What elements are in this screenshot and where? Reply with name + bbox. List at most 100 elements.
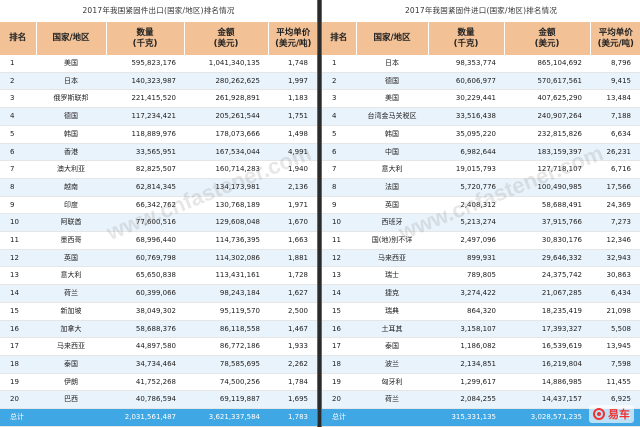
cell-amount: 865,104,692 bbox=[504, 55, 590, 73]
cell-country: 台湾金马关税区 bbox=[356, 107, 428, 126]
table-row: 4 德国 117,234,421 205,261,544 1,751 bbox=[0, 107, 317, 126]
cell-rank: 12 bbox=[0, 249, 36, 268]
table-row: 13 瑞士 789,805 24,375,742 30,863 bbox=[322, 266, 640, 286]
total-country bbox=[356, 408, 428, 427]
cell-country: 韩国 bbox=[356, 125, 428, 144]
cell-country: 马来西亚 bbox=[356, 249, 428, 268]
cell-amount: 100,490,985 bbox=[504, 178, 590, 197]
cell-price: 1,183 bbox=[268, 89, 317, 109]
cell-country: 捷克 bbox=[356, 284, 428, 303]
cell-price: 1,663 bbox=[268, 231, 317, 250]
cell-amount: 114,736,395 bbox=[184, 231, 268, 250]
cell-country: 土耳其 bbox=[356, 320, 428, 339]
cell-rank: 8 bbox=[0, 178, 36, 197]
cell-rank: 13 bbox=[322, 266, 356, 286]
cell-price: 8,796 bbox=[590, 55, 640, 73]
cell-rank: 11 bbox=[0, 231, 36, 250]
cell-quantity: 19,015,793 bbox=[428, 160, 504, 179]
cell-rank: 7 bbox=[322, 160, 356, 179]
total-row: 总计 2,031,561,487 3,621,337,584 1,783 bbox=[0, 408, 317, 427]
header-quantity: 数量 (千克) bbox=[428, 22, 505, 55]
cell-price: 9,415 bbox=[590, 72, 640, 91]
cell-country: 荷兰 bbox=[36, 284, 106, 303]
table-row: 15 瑞典 864,320 18,235,419 21,098 bbox=[322, 302, 640, 321]
cell-country: 意大利 bbox=[36, 266, 106, 286]
cell-country: 匈牙利 bbox=[356, 373, 428, 392]
cell-country: 中国 bbox=[356, 143, 428, 162]
cell-country: 美国 bbox=[356, 89, 428, 109]
cell-rank: 5 bbox=[0, 125, 36, 144]
cell-amount: 95,119,570 bbox=[184, 302, 268, 321]
cell-country: 德国 bbox=[36, 107, 106, 126]
cell-quantity: 221,415,520 bbox=[106, 89, 184, 109]
export-table-body: 1 美国 595,823,176 1,041,340,135 1,748 2 日本 140,3… bbox=[0, 55, 317, 427]
cell-country: 泰国 bbox=[36, 355, 106, 374]
cell-price: 1,728 bbox=[268, 266, 317, 286]
cell-country: 波兰 bbox=[356, 355, 428, 374]
cell-price: 2,136 bbox=[268, 178, 317, 197]
cell-price: 24,369 bbox=[590, 196, 640, 215]
table-row: 9 英国 2,408,312 58,688,491 24,369 bbox=[322, 196, 640, 215]
table-row: 20 荷兰 2,084,255 14,437,157 6,925 bbox=[322, 390, 640, 410]
cell-country: 意大利 bbox=[356, 160, 428, 179]
cell-country: 俄罗斯联邦 bbox=[36, 89, 106, 109]
cell-price: 1,784 bbox=[268, 373, 317, 392]
cell-price: 1,940 bbox=[268, 160, 317, 179]
cell-rank: 17 bbox=[322, 337, 356, 356]
cell-amount: 134,173,981 bbox=[184, 178, 268, 197]
cell-price: 1,748 bbox=[268, 55, 317, 73]
cell-quantity: 5,720,776 bbox=[428, 178, 504, 197]
cell-quantity: 34,734,464 bbox=[106, 355, 184, 374]
cell-quantity: 58,688,376 bbox=[106, 320, 184, 339]
total-quantity: 2,031,561,487 bbox=[106, 408, 184, 427]
table-row: 10 阿联酋 77,600,516 129,608,048 1,670 bbox=[0, 213, 317, 233]
header-price: 平均单价 (美元/吨) bbox=[268, 22, 317, 55]
cell-country: 墨西哥 bbox=[36, 231, 106, 250]
cell-quantity: 118,889,976 bbox=[106, 125, 184, 144]
cell-price: 1,971 bbox=[268, 196, 317, 215]
cell-rank: 5 bbox=[322, 125, 356, 144]
cell-amount: 205,261,544 bbox=[184, 107, 268, 126]
table-row: 4 台湾金马关税区 33,516,438 240,907,264 7,188 bbox=[322, 107, 640, 126]
cell-amount: 21,067,285 bbox=[504, 284, 590, 303]
header-rank: 排名 bbox=[0, 22, 37, 55]
export-ranking-panel: 2017年我国紧固件出口(国家/地区)排名情况 排名 国家/地区 数量 (千克)… bbox=[0, 0, 318, 427]
cell-quantity: 60,399,066 bbox=[106, 284, 184, 303]
cell-price: 13,484 bbox=[590, 89, 640, 109]
cell-price: 1,751 bbox=[268, 107, 317, 126]
cell-rank: 3 bbox=[322, 89, 356, 109]
cell-price: 6,634 bbox=[590, 125, 640, 144]
table-row: 3 美国 30,229,441 407,625,290 13,484 bbox=[322, 89, 640, 109]
header-price: 平均单价 (美元/吨) bbox=[590, 22, 640, 55]
cell-price: 12,346 bbox=[590, 231, 640, 250]
cell-amount: 129,608,048 bbox=[184, 213, 268, 233]
table-row: 10 西班牙 5,213,274 37,915,766 7,273 bbox=[322, 213, 640, 233]
table-row: 18 泰国 34,734,464 78,585,695 2,262 bbox=[0, 355, 317, 374]
cell-quantity: 2,084,255 bbox=[428, 390, 504, 410]
cell-quantity: 33,516,438 bbox=[428, 107, 504, 126]
cell-rank: 7 bbox=[0, 160, 36, 179]
cell-amount: 17,393,327 bbox=[504, 320, 590, 339]
cell-price: 7,188 bbox=[590, 107, 640, 126]
cell-country: 英国 bbox=[36, 249, 106, 268]
cell-country: 荷兰 bbox=[356, 390, 428, 410]
cell-rank: 11 bbox=[322, 231, 356, 250]
table-row: 11 墨西哥 68,996,440 114,736,395 1,663 bbox=[0, 231, 317, 250]
logo-text: 易车 bbox=[608, 409, 630, 421]
cell-rank: 20 bbox=[0, 390, 36, 410]
cell-price: 2,500 bbox=[268, 302, 317, 321]
cell-rank: 4 bbox=[0, 107, 36, 126]
cell-amount: 570,617,561 bbox=[504, 72, 590, 91]
cell-price: 1,997 bbox=[268, 72, 317, 91]
cell-quantity: 6,982,644 bbox=[428, 143, 504, 162]
cell-quantity: 2,408,312 bbox=[428, 196, 504, 215]
cell-quantity: 789,805 bbox=[428, 266, 504, 286]
cell-quantity: 3,158,107 bbox=[428, 320, 504, 339]
cell-quantity: 82,825,507 bbox=[106, 160, 184, 179]
table-row: 8 法国 5,720,776 100,490,985 17,566 bbox=[322, 178, 640, 197]
cell-amount: 74,500,256 bbox=[184, 373, 268, 392]
cell-country: 西班牙 bbox=[356, 213, 428, 233]
cell-quantity: 595,823,176 bbox=[106, 55, 184, 73]
cell-country: 泰国 bbox=[356, 337, 428, 356]
cell-quantity: 62,814,345 bbox=[106, 178, 184, 197]
